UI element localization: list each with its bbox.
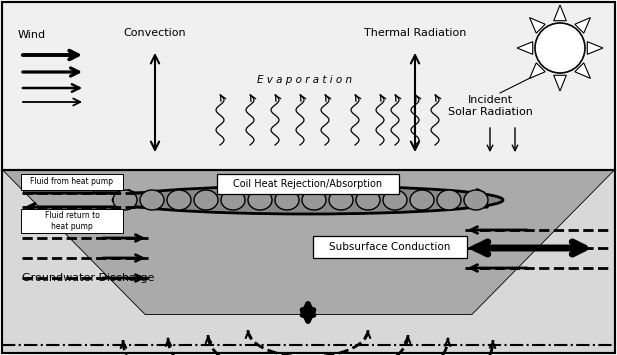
Polygon shape bbox=[2, 170, 145, 315]
Text: Groundwater Discharge: Groundwater Discharge bbox=[22, 273, 154, 283]
Polygon shape bbox=[529, 18, 545, 33]
Ellipse shape bbox=[437, 190, 461, 210]
Polygon shape bbox=[575, 63, 590, 78]
Polygon shape bbox=[587, 42, 603, 54]
Ellipse shape bbox=[194, 190, 218, 210]
Polygon shape bbox=[553, 5, 566, 21]
Polygon shape bbox=[2, 170, 615, 315]
Text: Fluid from heat pump: Fluid from heat pump bbox=[30, 178, 114, 186]
Ellipse shape bbox=[302, 190, 326, 210]
Ellipse shape bbox=[356, 190, 380, 210]
Polygon shape bbox=[472, 170, 615, 315]
Text: Convection: Convection bbox=[123, 28, 186, 38]
Bar bbox=[2, 2, 615, 170]
Ellipse shape bbox=[221, 190, 245, 210]
Ellipse shape bbox=[410, 190, 434, 210]
FancyBboxPatch shape bbox=[21, 209, 123, 233]
Text: Coil Heat Rejection/Absorption: Coil Heat Rejection/Absorption bbox=[233, 179, 383, 189]
Polygon shape bbox=[517, 42, 532, 54]
Bar bbox=[2, 315, 615, 353]
Text: Subsurface Conduction: Subsurface Conduction bbox=[329, 242, 450, 252]
Polygon shape bbox=[529, 63, 545, 78]
Text: E v a p o r a t i o n: E v a p o r a t i o n bbox=[257, 75, 352, 85]
Text: Thermal Radiation: Thermal Radiation bbox=[364, 28, 466, 38]
FancyBboxPatch shape bbox=[217, 174, 399, 194]
Ellipse shape bbox=[140, 190, 164, 210]
Ellipse shape bbox=[113, 190, 137, 210]
Polygon shape bbox=[575, 18, 590, 33]
Ellipse shape bbox=[113, 186, 503, 214]
Ellipse shape bbox=[464, 190, 488, 210]
Polygon shape bbox=[553, 75, 566, 91]
FancyBboxPatch shape bbox=[313, 236, 467, 258]
Ellipse shape bbox=[329, 190, 353, 210]
Text: Incident
Solar Radiation: Incident Solar Radiation bbox=[447, 95, 532, 116]
FancyBboxPatch shape bbox=[21, 174, 123, 190]
Ellipse shape bbox=[383, 190, 407, 210]
Text: Fluid return to
heat pump: Fluid return to heat pump bbox=[44, 211, 99, 231]
Ellipse shape bbox=[167, 190, 191, 210]
Bar bbox=[2, 170, 615, 353]
Ellipse shape bbox=[248, 190, 272, 210]
Circle shape bbox=[535, 23, 585, 73]
Ellipse shape bbox=[275, 190, 299, 210]
Text: Wind: Wind bbox=[18, 30, 46, 40]
